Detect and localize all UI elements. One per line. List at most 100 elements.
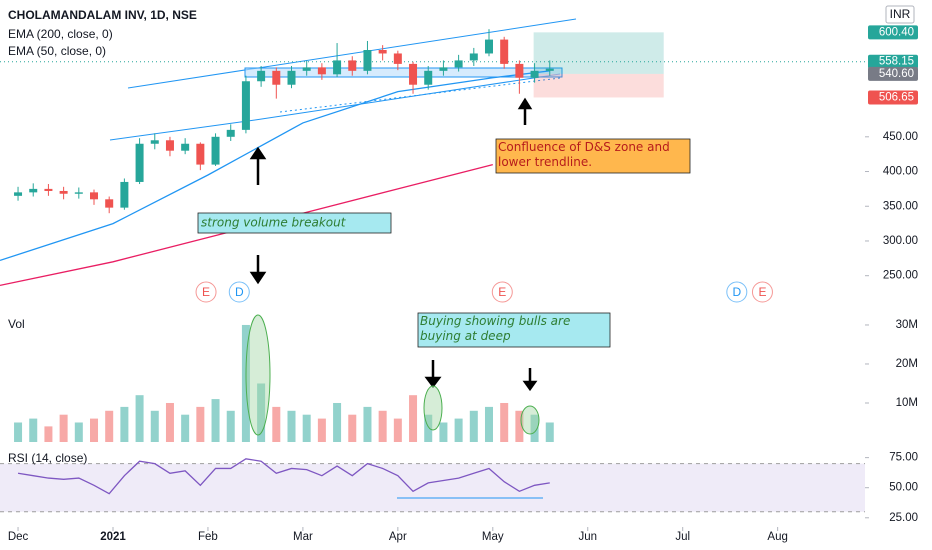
candle-body (74, 192, 83, 194)
price-label: 558.15 (879, 56, 914, 68)
candle-body (14, 192, 23, 196)
note-box (417, 312, 611, 348)
currency: INR (890, 7, 911, 21)
candle-body (226, 129, 235, 137)
volume-bar (287, 410, 296, 442)
candle-body (135, 143, 144, 182)
volume-bar (378, 410, 387, 442)
candle-body (150, 140, 159, 144)
candle-body (500, 39, 509, 64)
volume-bar (424, 414, 433, 442)
candle-body (272, 70, 281, 85)
y-tick-label: 400.00 (883, 166, 918, 178)
highlight (520, 405, 540, 435)
y-tick-label: 10M (896, 397, 918, 409)
volume-bar (105, 410, 114, 442)
arrow-head (249, 271, 267, 285)
candle-body (59, 190, 68, 194)
volume-bar (454, 418, 463, 442)
x-tick-label: Dec (8, 531, 29, 543)
arrow-head (522, 380, 538, 392)
volume-bar (515, 410, 524, 442)
event-label: E (202, 285, 210, 299)
candle-body (29, 188, 38, 193)
candle-body (469, 53, 478, 61)
trendline (109, 119, 256, 141)
volume-bar (196, 406, 205, 442)
x-tick-label: May (482, 531, 504, 543)
y-tick-label: 30M (896, 319, 918, 331)
y-tick-label: 20M (896, 358, 918, 370)
volume-bar (59, 414, 68, 442)
volume-bar (363, 406, 372, 442)
volume-bar (165, 402, 174, 442)
chart-title: CHOLAMANDALAM INV, 1D, NSE (8, 8, 197, 22)
ema-line (0, 70, 550, 262)
event-marker[interactable] (751, 281, 773, 303)
candle-body (530, 70, 539, 78)
price-label-box (868, 54, 918, 69)
arrows (249, 97, 538, 392)
volume-bar (530, 414, 539, 442)
volume-bar (484, 406, 493, 442)
candle-body (196, 143, 205, 165)
event-marker[interactable] (228, 281, 250, 303)
candle-body (211, 136, 220, 165)
volume-bar (500, 402, 509, 442)
candle-body (378, 50, 387, 54)
indicator-label: EMA (50, close, 0) (8, 44, 106, 58)
volume-bar (44, 426, 53, 442)
highlight (245, 314, 271, 436)
price-label-box (868, 66, 918, 81)
note-wrap: Confluence of D&S zone and lower trendli… (498, 140, 670, 169)
candle-body (515, 63, 524, 78)
currency-box[interactable] (885, 5, 915, 24)
rsi-line (17, 458, 550, 495)
price-label: 540.60 (879, 68, 914, 80)
candle-body (44, 188, 53, 191)
event-marker[interactable] (491, 281, 513, 303)
y-tick-label: 25.00 (889, 512, 918, 524)
volume-bar (150, 410, 159, 442)
pane-title: Vol (8, 317, 25, 331)
x-tick-label: Feb (198, 531, 218, 543)
volume-bar (469, 410, 478, 442)
x-tick-label: Jun (578, 531, 597, 543)
drawings (109, 18, 577, 141)
volume-bar (272, 406, 281, 442)
volume-bar (545, 422, 554, 442)
stop-zone (533, 73, 664, 98)
arrow-head (424, 376, 442, 389)
y-tick-label: 450.00 (883, 131, 918, 143)
event-label: D (732, 285, 741, 299)
event-marker[interactable] (726, 281, 748, 303)
candle-body (545, 68, 554, 71)
candle-body (257, 70, 266, 82)
volume-bar (302, 414, 311, 442)
candle-body (302, 67, 311, 71)
candle-body (424, 70, 433, 85)
candle-body (454, 60, 463, 68)
candle-body (363, 50, 372, 71)
price-label: 506.65 (879, 91, 914, 103)
candle-body (90, 192, 99, 200)
trendline (254, 73, 561, 121)
candle-body (333, 60, 342, 75)
y-tick-label: 300.00 (883, 235, 918, 247)
volume-bar (333, 402, 342, 442)
event-label: E (758, 285, 766, 299)
volume-bar (90, 418, 99, 442)
demand-supply-zone (244, 67, 563, 78)
candle-body (439, 67, 448, 71)
trendline (127, 18, 577, 89)
note-box (495, 138, 691, 174)
candle-body (287, 70, 296, 85)
event-marker[interactable] (195, 281, 217, 303)
highlight (423, 385, 443, 431)
volume-bar (74, 422, 83, 442)
volume-bar (257, 383, 266, 442)
candle-body (181, 143, 190, 151)
pane-title: RSI (14, close) (8, 451, 87, 465)
